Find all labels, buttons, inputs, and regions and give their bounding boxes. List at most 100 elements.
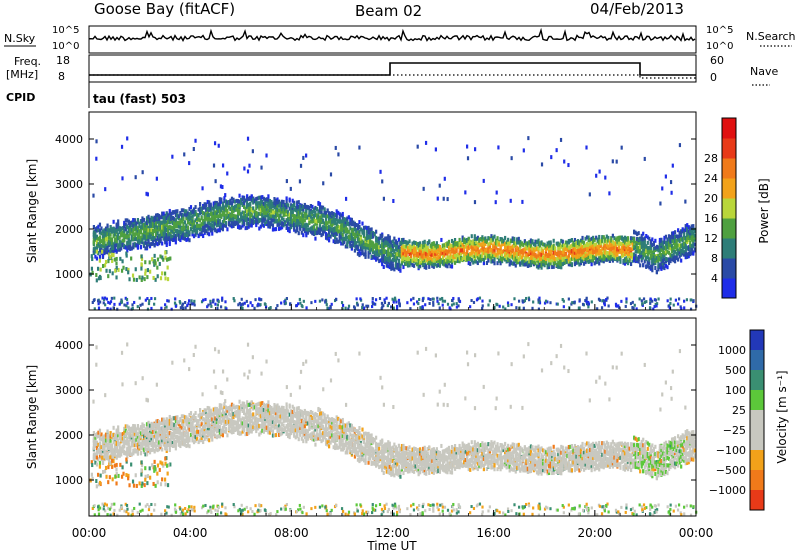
power-cell [582,303,584,306]
power-cell [523,307,525,310]
power-cell [106,224,108,228]
power-cell [604,303,606,306]
power-cell [176,209,178,213]
power-cell [337,152,339,156]
power-cell [591,262,593,266]
freq-unit: [MHz] [6,68,38,81]
power-cell [174,297,176,300]
power-cell [601,306,603,309]
power-cell [616,160,618,164]
power-cell [673,304,675,307]
power-cell [451,265,453,269]
power-cell [628,258,630,262]
power-cell [556,148,558,152]
power-cell [672,164,674,168]
power-cell [518,300,520,303]
power-cell [513,237,515,241]
power-cell [265,153,267,157]
power-cell [510,303,512,306]
power-cell [254,298,256,301]
power-cell [296,304,298,307]
power-cell [515,306,517,309]
power-cell [424,240,426,244]
power-cell [379,170,381,174]
power-cell [392,298,394,301]
power-cell [305,154,307,158]
power-cell [392,263,394,267]
power-cell [435,147,437,151]
power-cell [644,157,646,161]
power-cell [372,297,374,300]
power-cell [659,202,661,206]
power-cell [345,307,347,310]
power-cell [215,179,217,183]
power-cell [237,303,239,306]
power-cell [222,227,224,231]
power-cell [299,179,301,183]
power-cell [194,205,196,209]
power-cell [493,235,495,239]
power-cell [137,244,139,248]
power-cell [642,232,644,236]
power-cell [104,187,106,191]
power-cell [190,205,192,209]
power-cell [286,179,288,183]
power-cell [383,265,385,269]
power-cell [123,239,125,243]
power-cell [221,185,223,189]
power-cell [121,176,123,180]
power-cell [290,187,292,191]
power-cell [398,302,400,305]
power-cell [127,306,129,309]
power-cell [250,301,252,304]
power-cell [156,177,158,181]
power-cell [123,304,125,307]
power-cell [214,303,216,306]
power-cell [194,139,196,143]
power-cell [210,305,212,308]
power-cell [96,257,98,261]
power-cell [655,299,657,302]
power-cell [599,299,601,302]
power-cell [563,160,565,164]
power-cell [224,193,226,197]
power-cell [527,136,529,140]
power-cell [419,306,421,309]
power-cell [634,304,636,307]
power-cell [99,223,101,227]
power-cell [275,227,277,231]
power-cell [113,303,115,306]
power-cell [427,297,429,300]
power-cell [464,190,466,194]
power-cell [458,298,460,301]
power-cell [150,307,152,310]
power-cell [132,307,134,310]
power-cell [121,145,123,149]
power-cell [218,144,220,148]
power-cell [466,145,468,149]
freq-tick-top: 18 [56,54,70,67]
power-cell [678,297,680,300]
power-cell [276,304,278,307]
power-cell [649,306,651,309]
power-cell [619,260,621,264]
power-cell [267,194,269,198]
power-cell [362,303,364,306]
power-cell [507,238,509,242]
power-cell [358,146,360,150]
power-cell [432,304,434,307]
power-cell [358,220,360,224]
power-cell [428,265,430,269]
power-cell [581,236,583,240]
power-cell [187,226,189,230]
nave-tick-bottom: 0 [710,71,717,84]
power-cell [174,302,176,305]
power-cell [604,176,606,180]
power-cell [470,299,472,302]
power-cell [473,301,475,304]
power-cell [126,302,128,305]
power-cell [396,305,398,308]
power-cell [314,237,316,241]
power-cell [493,261,495,265]
